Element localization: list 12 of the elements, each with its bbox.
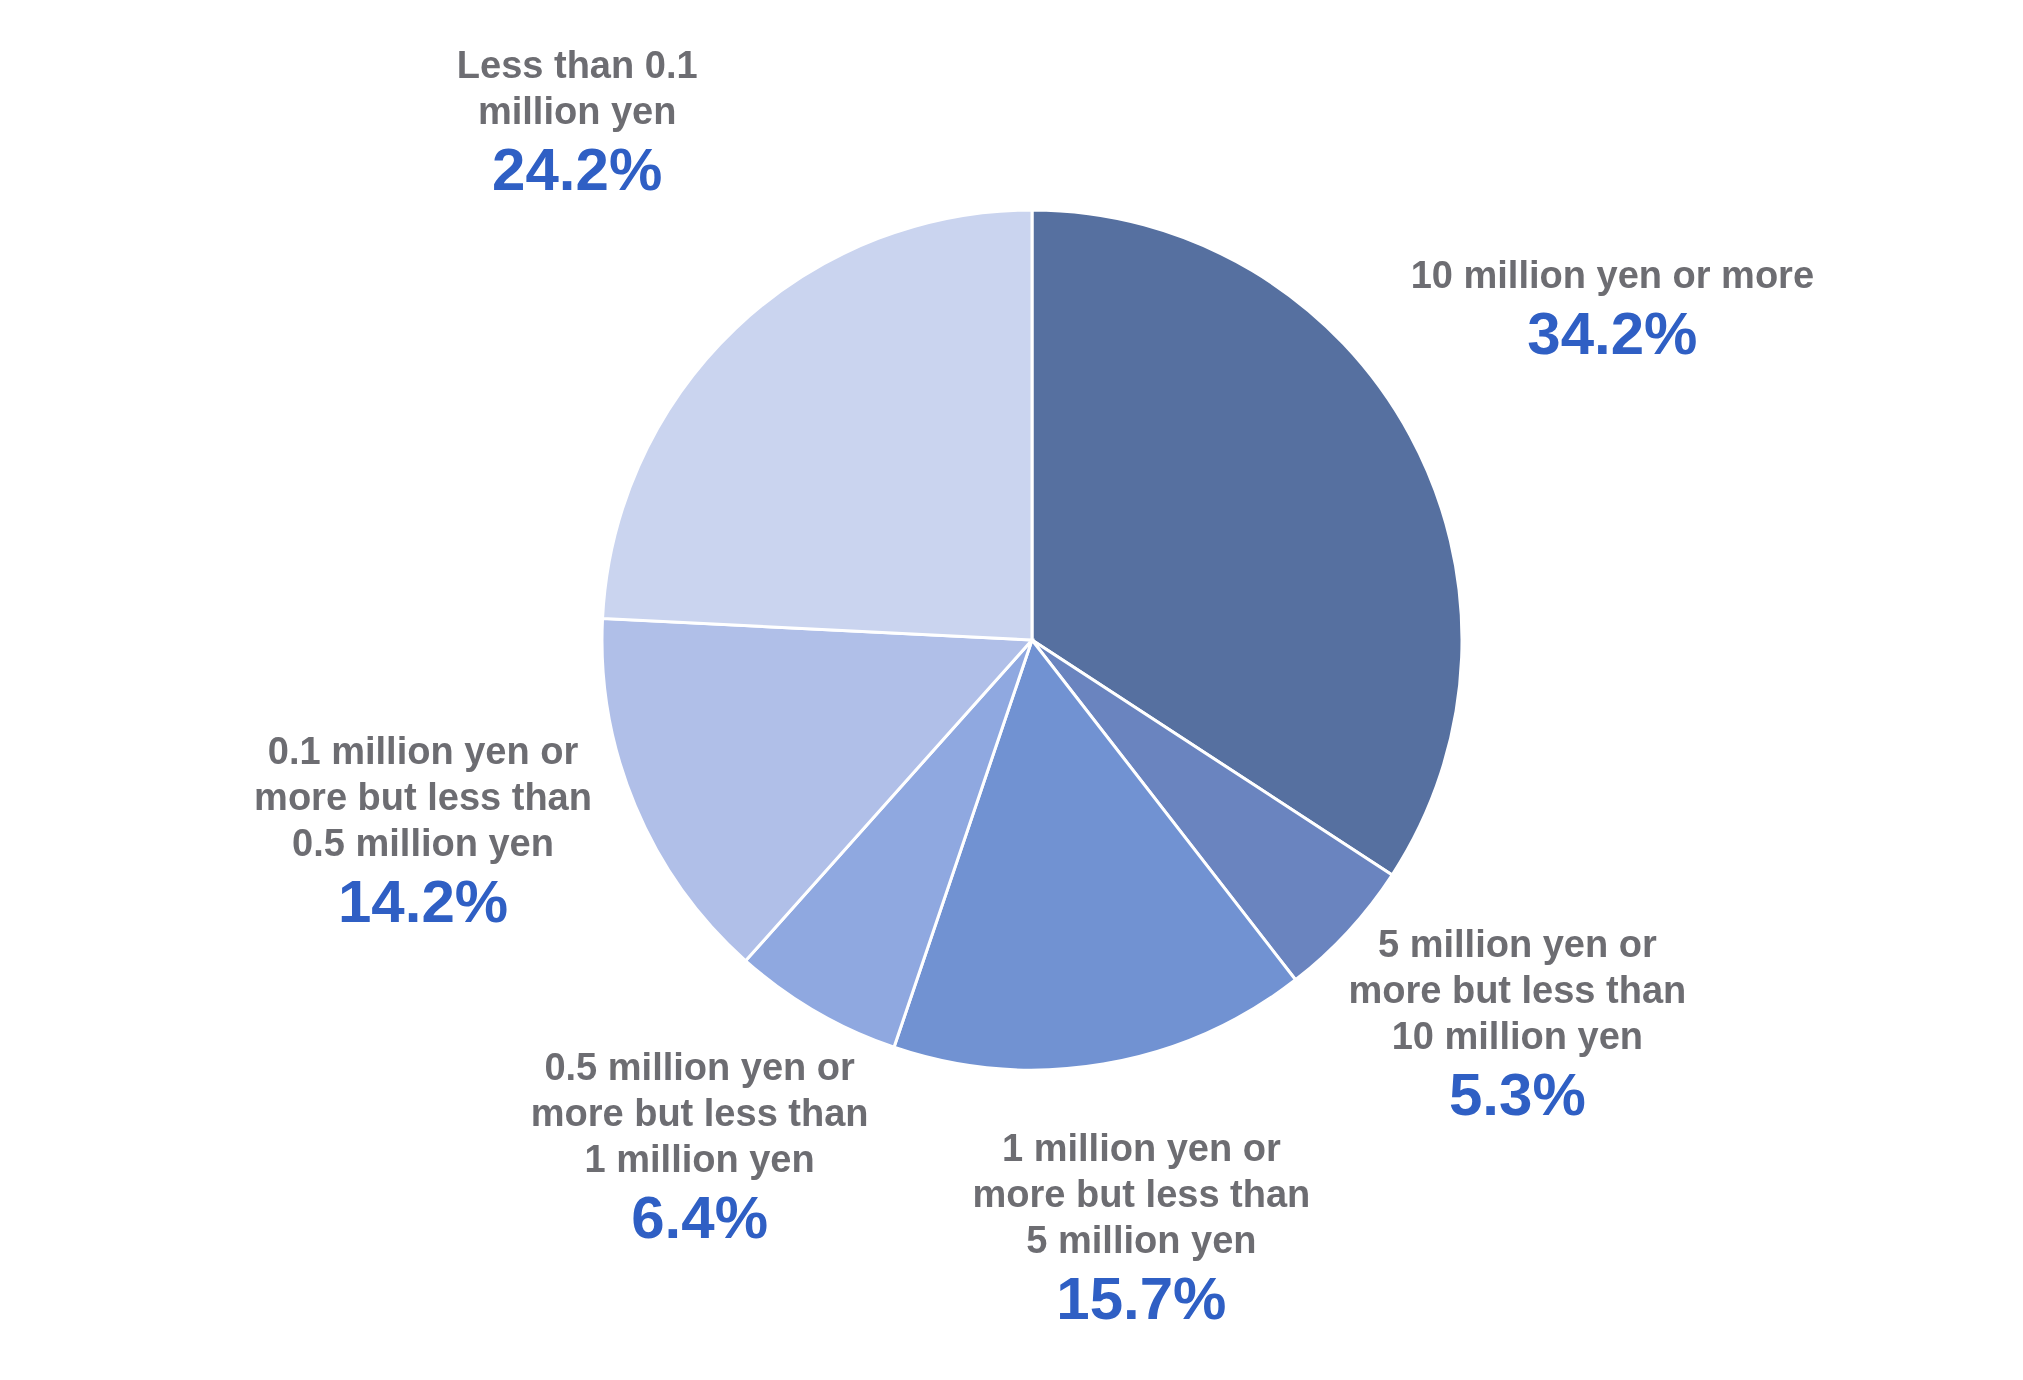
data-label: 24.2% — [492, 135, 663, 203]
data-label: 34.2% — [1527, 299, 1698, 367]
data-label: 15.7% — [1056, 1264, 1227, 1332]
slice-label: 10 million yen or more — [1410, 253, 1815, 296]
slice-label: 0.5 million yen or more but less than 1 million yen — [530, 1046, 869, 1181]
slice-label: 5 million yen or more but less than 10 million yen — [1348, 923, 1687, 1058]
slice-label: Less than 0.1 million yen — [456, 43, 698, 132]
slice-label: 0.1 million yen or more but less than 0.5 million yen — [254, 730, 592, 865]
data-label: 14.2% — [337, 868, 509, 936]
data-label: 6.4% — [631, 1184, 768, 1252]
data-label: 5.3% — [1448, 1061, 1586, 1129]
slice-label: 1 million yen or more but less than 5 million yen — [972, 1126, 1311, 1261]
